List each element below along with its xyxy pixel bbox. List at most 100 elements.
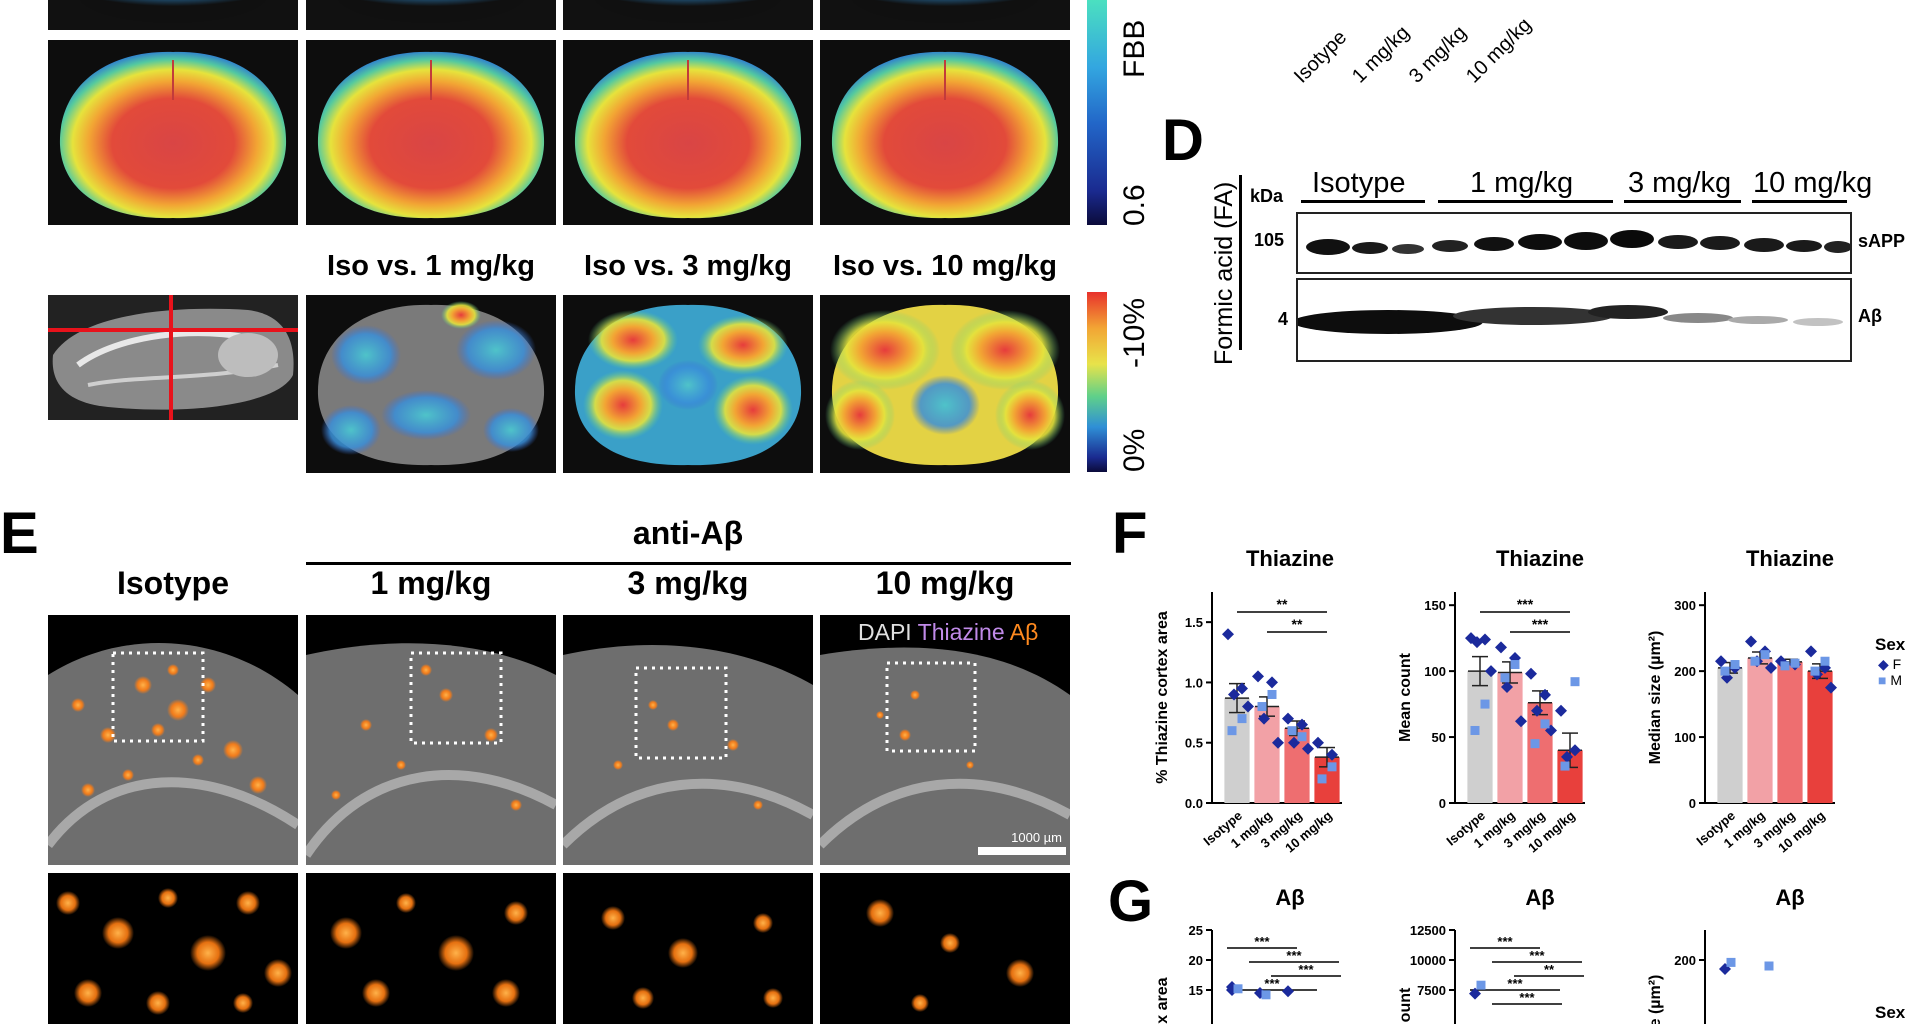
female-point [1515,715,1527,728]
y-axis-label: ex area [1154,977,1171,1024]
significance-label: *** [1517,596,1534,612]
diff-map-1mg [306,295,556,473]
significance-label: *** [1254,934,1270,949]
histology-overview-10mg: 1000 µm [820,615,1070,865]
female-point [1525,667,1537,680]
female-point [1272,736,1284,749]
sagittal-mri-reference [48,295,298,420]
male-point [1764,961,1774,971]
western-group-isotype: Isotype [1312,167,1406,199]
female-point [1258,712,1270,725]
panel-letter-d: D [1162,108,1204,173]
male-point [1810,666,1820,676]
male-point [1790,658,1800,668]
male-point [1317,774,1327,784]
column-header-3mg: 3 mg/kg [627,565,749,601]
female-point [1266,676,1278,689]
female-point [1531,704,1543,717]
female-point [1296,718,1308,731]
western-group-line-3mg [1624,200,1741,203]
female-point [1242,700,1254,713]
significance-label: *** [1497,934,1513,949]
chart-title: Thiazine [1496,546,1584,571]
sex-legend-male-label: M [1890,672,1903,688]
male-point [1257,702,1267,712]
male-point [1820,656,1830,666]
y-tick-label: 100 [1674,730,1696,745]
chart-title: Aβ [1275,885,1304,910]
female-point [1555,704,1567,717]
male-point [1560,761,1570,771]
female-point [1252,670,1264,683]
western-y-bracket [1239,175,1242,350]
female-point [1495,641,1507,654]
male-point [1297,732,1307,742]
stain-dapi: DAPI [858,619,912,645]
y-axis-label: Median size (µm²) [1647,631,1664,765]
chart-title: Aβ [1775,885,1804,910]
chart-title: Thiazine [1246,546,1334,571]
comparison-header-10mg: Iso vs. 10 mg/kg [832,250,1058,282]
kda-label: kDa [1250,186,1284,206]
male-point [1237,714,1247,724]
column-header-isotype: Isotype [116,565,230,601]
blot-sapp [1296,212,1852,274]
male-point [1261,990,1271,1000]
female-point [1805,645,1817,658]
y-tick-label: 12500 [1410,923,1446,938]
chart-title: Aβ [1525,885,1554,910]
male-point [1287,726,1297,736]
female-point [1825,681,1837,694]
y-axis-label: ount [1397,987,1414,1022]
male-point [1267,689,1277,699]
pet-coronal-3mg [563,40,813,225]
male-point [1760,650,1770,660]
bar-isotype [1717,667,1743,803]
bar-10-mg/kg [1807,671,1833,803]
histology-zoom-3mg [563,873,813,1024]
comparison-header-3mg: Iso vs. 3 mg/kg [584,250,792,282]
y-tick-label: 0 [1689,796,1696,811]
square-icon: ■ [1878,672,1887,688]
female-point [1745,635,1757,648]
diff-map-10mg [820,295,1070,473]
treatment-header: anti-Aβ [632,515,744,551]
male-point [1750,656,1760,666]
male-point [1510,660,1520,670]
y-tick-label: 20 [1189,953,1203,968]
y-tick-label: 50 [1432,730,1446,745]
panel-letter-f: F [1112,501,1148,566]
female-point [1469,987,1481,1000]
male-point [1720,666,1730,676]
significance-label: ** [1292,616,1303,632]
band-label-abeta: Aβ [1858,306,1882,326]
histology-zoom-10mg [820,873,1070,1024]
y-axis-label: % Thiazine cortex area [1154,611,1171,784]
significance-label: *** [1507,976,1523,991]
significance-label: *** [1529,948,1545,963]
significance-label: *** [1532,616,1549,632]
female-point [1282,985,1294,998]
western-group-1mg: 1 mg/kg [1470,167,1574,199]
male-point [1227,726,1237,736]
y-tick-label: 25 [1189,923,1203,938]
male-point [1726,957,1736,967]
pet-coronal-isotype [48,40,298,225]
colorbar-difference [1087,292,1107,472]
stain-legend: DAPI Thiazine Aβ [858,619,1038,646]
pet-top-10mg [820,0,1070,30]
bar-isotype [1467,671,1493,803]
sex-legend-female-label: F [1892,656,1902,672]
western-group-line-10mg [1752,200,1847,203]
scale-bar-label: 1000 µm [1011,830,1062,845]
pet-coronal-1mg [306,40,556,225]
pet-top-isotype [48,0,298,30]
y-tick-label: 200 [1674,664,1696,679]
female-point [1569,744,1581,757]
bar-1-mg/kg [1254,706,1280,803]
blot-abeta [1296,278,1852,362]
female-point [1302,742,1314,755]
western-group-line-isotype [1301,200,1425,203]
column-header-1mg: 1 mg/kg [370,565,492,601]
female-point [1326,748,1338,761]
